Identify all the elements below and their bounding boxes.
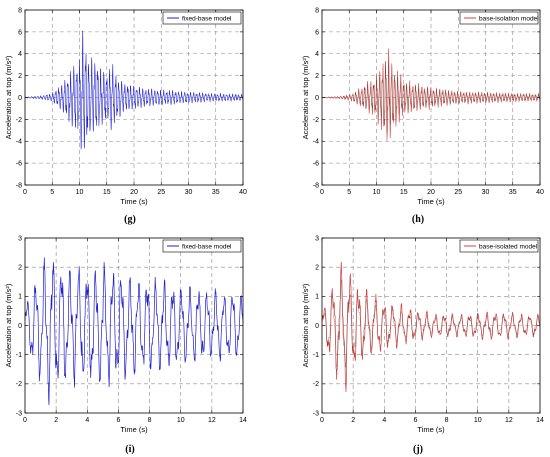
series-line [24,257,244,406]
x-tick-label: 0 [320,189,324,196]
x-tick-label: 2 [351,417,355,424]
legend-label: fixed-base model [182,243,232,250]
y-tick-label: 4 [18,51,22,58]
x-tick-label: 6 [413,417,417,424]
x-tick-label: 10 [474,417,482,424]
x-tick-label: 20 [427,189,435,196]
x-tick-label: 0 [23,189,27,196]
legend-box [459,239,539,253]
x-tick-label: 15 [400,189,408,196]
legend-box [459,11,539,25]
panel-label: (j) [413,444,423,455]
y-axis-label: Acceleration at top (m/s²) [301,55,310,139]
panel-label: (g) [124,214,136,225]
x-tick-label: 25 [157,189,165,196]
x-tick-label: 12 [208,417,216,424]
x-tick-label: 25 [454,189,462,196]
y-tick-label: -8 [16,182,22,189]
y-tick-label: 2 [315,73,319,80]
y-tick-label: -4 [313,139,319,146]
legend-label: base-isolated model [479,243,538,250]
y-tick-label: 3 [18,235,22,242]
legend-box [162,239,242,253]
y-tick-label: 0 [315,95,319,102]
x-tick-label: 30 [482,189,490,196]
x-axis-label: Time (s) [417,197,445,206]
y-tick-label: 8 [18,7,22,14]
x-tick-label: 8 [148,417,152,424]
y-tick-label: -1 [313,352,319,359]
x-tick-label: 8 [445,417,449,424]
x-tick-label: 35 [212,189,220,196]
y-tick-label: -3 [313,410,319,417]
x-tick-label: 0 [320,417,324,424]
y-tick-label: 4 [315,51,319,58]
x-axis-label: Time (s) [120,197,148,206]
y-tick-label: -6 [313,161,319,168]
y-tick-label: 6 [18,29,22,36]
series-line [24,30,244,150]
y-tick-label: -2 [313,381,319,388]
x-tick-label: 35 [509,189,517,196]
y-tick-label: 0 [315,323,319,330]
y-tick-label: 3 [315,235,319,242]
legend: base-isolated model [459,239,539,253]
x-tick-label: 14 [239,417,247,424]
legend-label: base-isolation model [479,15,539,22]
x-tick-label: 0 [23,417,27,424]
y-tick-label: -3 [16,410,22,417]
y-tick-label: 2 [315,265,319,272]
x-tick-label: 12 [505,417,513,424]
y-tick-label: -2 [16,117,22,124]
y-axis-label: Acceleration at top (m/s²) [301,283,310,367]
y-tick-label: 8 [315,7,319,14]
y-tick-label: -1 [16,352,22,359]
x-axis-label: Time (s) [120,425,148,434]
y-tick-label: 1 [315,294,319,301]
y-tick-label: -4 [16,139,22,146]
x-tick-label: 4 [85,417,89,424]
y-tick-label: 0 [18,95,22,102]
x-tick-label: 14 [536,417,544,424]
panel-label: (h) [412,214,424,225]
y-tick-label: 1 [18,294,22,301]
x-tick-label: 40 [239,189,247,196]
x-tick-label: 10 [373,189,381,196]
x-tick-label: 15 [103,189,111,196]
series-line-overlay [321,61,541,134]
y-tick-label: 0 [18,323,22,330]
x-tick-label: 6 [116,417,120,424]
panel-label: (i) [125,444,134,455]
x-axis-label: Time (s) [417,425,445,434]
legend-box [162,11,242,25]
x-tick-label: 5 [347,189,351,196]
y-tick-label: -6 [16,161,22,168]
x-tick-label: 10 [76,189,84,196]
series-line-overlay [321,279,541,368]
y-tick-label: -8 [313,182,319,189]
legend: base-isolation model [459,11,539,25]
y-tick-label: 6 [315,29,319,36]
legend-label: fixed-base model [182,15,232,22]
x-tick-label: 5 [50,189,54,196]
y-tick-label: -2 [16,381,22,388]
legend: fixed-base model [162,11,242,25]
x-tick-label: 10 [177,417,185,424]
y-tick-label: 2 [18,73,22,80]
x-tick-label: 40 [536,189,544,196]
y-axis-label: Acceleration at top (m/s²) [4,55,13,139]
y-tick-label: -2 [313,117,319,124]
x-tick-label: 4 [382,417,386,424]
y-tick-label: 2 [18,265,22,272]
legend: fixed-base model [162,239,242,253]
x-tick-label: 30 [185,189,193,196]
y-axis-label: Acceleration at top (m/s²) [4,283,13,367]
x-tick-label: 20 [130,189,138,196]
x-tick-label: 2 [54,417,58,424]
